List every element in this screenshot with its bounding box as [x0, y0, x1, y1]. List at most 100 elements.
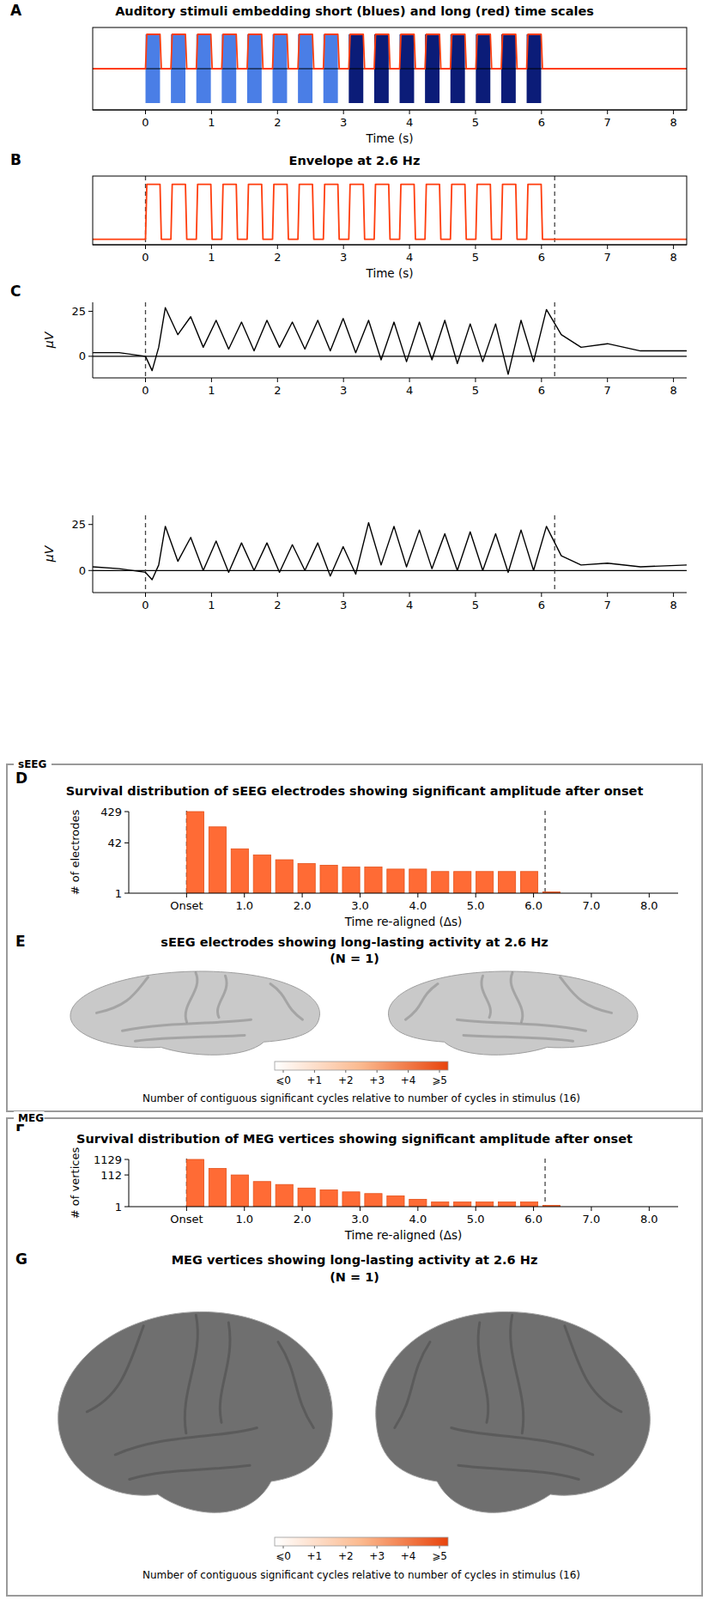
x-tick-label: 0 [141, 250, 149, 264]
colorbar [274, 1536, 449, 1546]
brain-right [375, 1310, 651, 1512]
x-tick [475, 892, 477, 897]
burst-color [526, 34, 528, 36]
x-tick [606, 377, 608, 382]
burst-color [297, 34, 299, 36]
x-tick-label: 5 [472, 598, 479, 612]
sulcus [394, 1341, 431, 1428]
x-tick-label: 7 [604, 598, 612, 612]
bar [520, 1201, 538, 1206]
sulcus [219, 1321, 231, 1422]
x-axis [92, 377, 687, 379]
bar [431, 1201, 449, 1206]
sulcus [278, 1341, 314, 1428]
burst-color [145, 34, 146, 36]
x-tick [359, 892, 361, 897]
y-axis-label: μV [42, 544, 56, 563]
x-tick [243, 892, 245, 897]
colorbar-tick [376, 1069, 378, 1073]
sulcus [129, 1464, 250, 1479]
x-tick [474, 592, 476, 597]
burst-color [221, 34, 223, 36]
bar [387, 868, 405, 893]
x-tick-label: 7 [604, 115, 612, 129]
y-tick-label: 42 [107, 836, 122, 849]
reference-vline [544, 1157, 546, 1206]
x-axis-label: Time (s) [365, 131, 414, 146]
panel-letter: G [15, 1249, 28, 1267]
bar [186, 811, 204, 893]
x-tick [417, 1205, 419, 1211]
colorbar-tick [376, 1545, 378, 1548]
x-tick-label: 4 [406, 250, 413, 264]
data-line [92, 34, 687, 69]
colorbar-tick-label: ⩽0 [275, 1549, 291, 1562]
x-tick-label: 8 [669, 383, 677, 397]
colorbar-label: Number of contiguous significant cycles … [142, 1091, 581, 1104]
x-tick [186, 1205, 188, 1211]
x-tick-label: 0 [141, 383, 149, 397]
x-tick-label: 4 [406, 598, 413, 612]
x-tick-label: 7.0 [582, 1211, 601, 1225]
bar [253, 854, 271, 893]
section-label: sEEG [18, 757, 47, 770]
colorbar-tick-label: +3 [369, 1549, 385, 1562]
plot-area [92, 175, 687, 245]
x-tick-label: 1 [207, 250, 215, 264]
x-tick [672, 109, 674, 115]
panel-letter: D [15, 769, 28, 787]
sulcus [185, 972, 198, 1022]
x-tick-label: Onset [169, 898, 203, 912]
y-tick-label: 0 [78, 349, 86, 363]
x-tick [343, 592, 345, 597]
y-tick [88, 569, 93, 571]
x-tick-label: 4.0 [408, 898, 427, 912]
x-axis [92, 109, 687, 111]
x-tick [474, 244, 476, 249]
x-tick [409, 109, 411, 115]
x-axis [92, 592, 687, 594]
reference-vline [145, 302, 146, 378]
colorbar-tick [407, 1545, 409, 1548]
colorbar-label: Number of contiguous significant cycles … [142, 1568, 581, 1581]
brain-surface [58, 1310, 334, 1512]
sulcus [270, 983, 303, 1020]
y-tick-label: 1 [115, 1199, 122, 1213]
colorbar-tick-label: +1 [307, 1073, 323, 1086]
x-axis-label: Time re-aligned (Δs) [344, 914, 463, 928]
data-line [92, 522, 687, 580]
y-axis-label: μV [42, 330, 56, 349]
burst-color [195, 34, 197, 36]
chart-title: Auditory stimuli embedding short (blues)… [115, 4, 594, 19]
x-tick-label: 1.0 [235, 1211, 254, 1225]
x-tick [606, 109, 608, 115]
bar [476, 1201, 494, 1206]
plot-frame [92, 27, 687, 110]
section-label-bg [13, 757, 52, 770]
y-tick-label: 112 [100, 1168, 122, 1182]
reference-vline [554, 302, 556, 378]
x-tick-label: 3 [339, 598, 347, 612]
y-tick [88, 355, 93, 357]
plot-area [186, 1157, 560, 1206]
bar [342, 1191, 360, 1206]
x-tick [533, 1205, 534, 1211]
colorbar-tick-label: +1 [307, 1549, 323, 1562]
burst-color [348, 34, 350, 36]
x-tick-label: 8 [669, 598, 677, 612]
bar [297, 863, 316, 893]
panel-letter: B [10, 151, 22, 169]
y-tick-label: 1129 [93, 1152, 122, 1166]
bar [320, 864, 338, 893]
reference-vline [554, 175, 556, 245]
x-tick [409, 244, 411, 249]
plot-area [92, 302, 687, 378]
colorbar-tick-label: +4 [400, 1073, 417, 1086]
x-tick [648, 892, 650, 897]
x-tick-label: 8 [669, 115, 677, 129]
bar [364, 1193, 382, 1206]
x-axis-label: Time re-aligned (Δs) [344, 1227, 463, 1242]
colorbar-tick-label: ⩽0 [275, 1073, 291, 1086]
sulcus [478, 1321, 489, 1422]
bar [320, 1189, 338, 1206]
